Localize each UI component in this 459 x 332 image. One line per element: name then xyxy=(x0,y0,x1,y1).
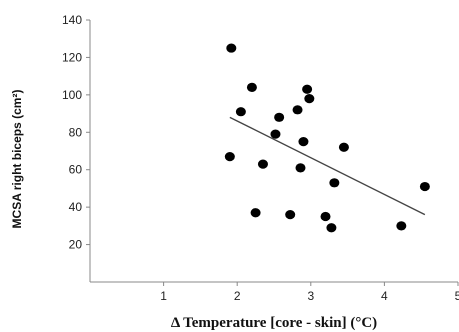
data-point xyxy=(246,82,257,92)
data-point xyxy=(274,112,285,122)
x-axis-ticks: 1 2 3 4 5 xyxy=(160,282,459,303)
data-point xyxy=(250,208,261,218)
x-tick-label: 2 xyxy=(234,289,241,303)
x-tick-label: 5 xyxy=(455,289,459,303)
data-points xyxy=(224,43,430,233)
x-tick-label: 4 xyxy=(381,289,388,303)
data-point xyxy=(270,129,281,139)
trendline xyxy=(229,116,426,216)
data-point xyxy=(320,211,331,222)
data-point xyxy=(302,84,313,94)
data-point xyxy=(257,159,268,169)
y-tick-label: 100 xyxy=(62,88,82,102)
x-tick-label: 3 xyxy=(307,289,314,303)
data-point xyxy=(396,221,407,231)
data-point xyxy=(304,94,315,104)
x-axis-title: Δ Temperature [core - skin] (°C) xyxy=(171,315,377,331)
data-point xyxy=(298,137,309,147)
y-tick-label: 80 xyxy=(69,125,83,139)
x-tick-label: 1 xyxy=(160,289,167,303)
y-tick-label: 60 xyxy=(69,163,83,177)
data-point xyxy=(295,163,306,173)
y-tick-label: 20 xyxy=(69,238,83,252)
data-point xyxy=(326,223,337,233)
y-axis-ticks: 20 40 60 80 100 120 140 xyxy=(62,13,90,252)
data-point xyxy=(329,178,340,188)
data-point xyxy=(235,107,246,117)
data-point xyxy=(224,152,235,162)
data-point xyxy=(419,181,430,192)
y-tick-label: 140 xyxy=(62,13,82,27)
data-point xyxy=(338,142,349,152)
data-point xyxy=(285,210,296,220)
y-tick-label: 40 xyxy=(69,200,83,214)
axes xyxy=(89,20,458,283)
data-point xyxy=(292,105,303,115)
trendline-group xyxy=(229,116,426,216)
y-axis-title: MCSA right biceps (cm²) xyxy=(10,90,24,229)
y-tick-label: 120 xyxy=(62,50,82,64)
data-point xyxy=(226,43,237,53)
